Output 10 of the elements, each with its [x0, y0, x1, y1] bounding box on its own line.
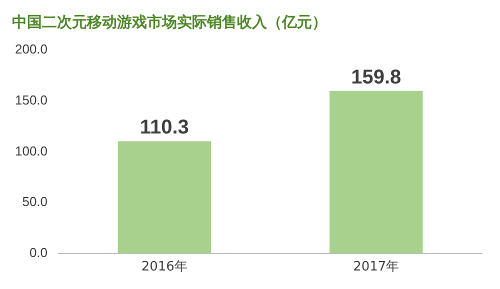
data-label: 110.3: [140, 116, 189, 139]
y-tick-label: 150.0: [14, 92, 48, 108]
x-tick-label: 2016年: [141, 260, 188, 275]
x-tick-label: 2017年: [353, 260, 400, 275]
y-tick-label: 100.0: [14, 143, 48, 158]
data-label: 159.8: [351, 66, 402, 88]
y-tick-label: 200.0: [14, 42, 48, 57]
chart-title: 中国二次元移动游戏市场实际销售收入（亿元）: [12, 12, 327, 31]
y-tick-label: 0.0: [29, 244, 48, 260]
y-tick-label: 50.0: [22, 194, 48, 210]
